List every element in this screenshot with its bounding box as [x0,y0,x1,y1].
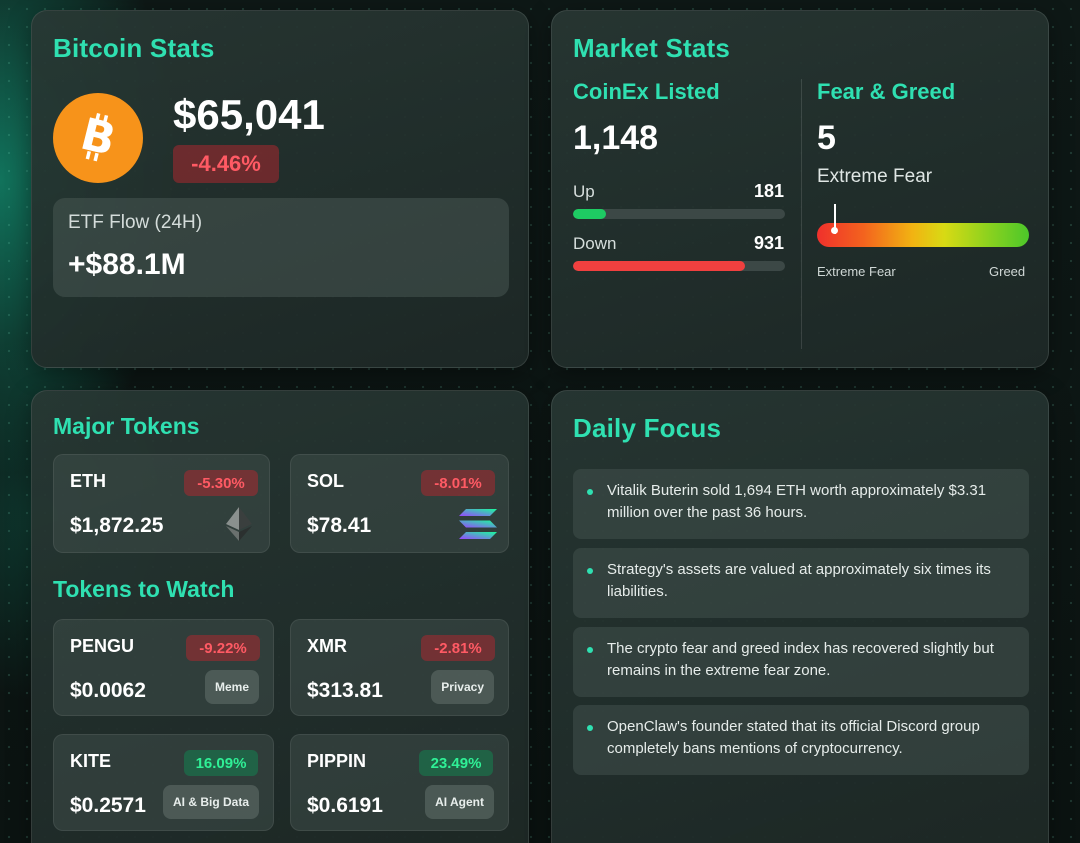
bitcoin-stats-card: Bitcoin Stats B $65,041 -4.46% ETF Flow … [31,10,529,368]
news-text: Vitalik Buterin sold 1,694 ETH worth app… [607,482,987,521]
token-category-tag: Meme [204,670,259,704]
news-item[interactable]: Vitalik Buterin sold 1,694 ETH worth app… [573,469,1029,539]
down-progress-track [573,261,785,271]
market-stats-card: Market Stats CoinEx Listed 1,148 Up 181 … [551,10,1049,368]
down-progress-fill [573,261,745,271]
market-stats-title: Market Stats [573,33,731,63]
token-card-sol[interactable]: SOL -8.01% $78.41 [290,454,509,553]
fear-greed-marker-dot [831,227,839,234]
coinex-listed-total: 1,148 [573,119,659,157]
coinex-listed-label: CoinEx Listed [573,79,720,104]
token-price: $0.0062 [70,679,146,702]
up-progress-track [573,209,785,219]
token-change-badge: -2.81% [421,635,495,661]
token-price: $313.81 [307,679,383,702]
tokens-card: Major Tokens ETH -5.30% $1,872.25 SOL -8… [31,390,529,843]
down-label: Down [573,234,617,253]
token-price: $1,872.25 [70,514,164,537]
news-item[interactable]: The crypto fear and greed index has reco… [573,627,1029,697]
up-progress-fill [573,209,607,219]
token-category-tag: AI & Big Data [162,785,259,819]
token-symbol: KITE [70,751,112,771]
bitcoin-icon: B [53,93,143,183]
bullet-dot [587,647,593,653]
token-change-badge: -8.01% [421,470,495,496]
token-price: $0.6191 [307,794,383,817]
bullet-dot [587,725,593,731]
token-category-tag: Privacy [431,670,494,704]
daily-focus-title: Daily Focus [573,413,722,443]
fear-greed-max-label: Greed [989,264,1026,279]
token-symbol: PIPPIN [307,751,367,771]
news-text: The crypto fear and greed index has reco… [607,640,994,679]
token-price: $78.41 [307,514,372,537]
token-symbol: XMR [307,636,347,656]
tokens-to-watch-title: Tokens to Watch [53,576,235,602]
token-change-badge: 16.09% [184,750,258,776]
fear-greed-label: Fear & Greed [817,79,956,104]
token-card-kite[interactable]: KITE 16.09% $0.2571 AI & Big Data [53,734,274,831]
bitcoin-stats-title: Bitcoin Stats [53,33,215,63]
etf-flow-value: +$88.1M [68,248,186,281]
etf-flow-label: ETF Flow (24H) [68,212,203,233]
token-card-eth[interactable]: ETH -5.30% $1,872.25 [53,454,270,553]
token-change-badge: -9.22% [186,635,260,661]
solana-icon [459,509,497,544]
major-tokens-title: Major Tokens [53,413,200,439]
bitcoin-change-badge: -4.46% [173,145,279,183]
token-change-badge: 23.49% [419,750,493,776]
token-change-badge: -5.30% [184,470,258,496]
up-value: 181 [753,181,784,201]
etf-flow-box: ETF Flow (24H) +$88.1M [53,198,509,297]
down-value: 931 [753,233,784,253]
daily-focus-card: Daily Focus Vitalik Buterin sold 1,694 E… [551,390,1049,843]
bitcoin-price: $65,041 [173,91,325,138]
fear-greed-status: Extreme Fear [817,166,933,187]
token-symbol: ETH [70,471,106,491]
token-symbol: PENGU [70,636,135,656]
token-symbol: SOL [307,471,345,491]
fear-greed-marker [833,204,836,234]
fear-greed-value: 5 [817,119,836,157]
bullet-dot [587,568,593,574]
token-price: $0.2571 [70,794,146,817]
bullet-dot [587,489,593,495]
token-card-xmr[interactable]: XMR -2.81% $313.81 Privacy [290,619,509,716]
fear-greed-gauge [817,223,1029,247]
news-item[interactable]: OpenClaw's founder stated that its offic… [573,705,1029,775]
ethereum-icon [226,507,252,546]
fear-greed-min-label: Extreme Fear [817,264,896,279]
news-text: OpenClaw's founder stated that its offic… [607,718,980,757]
token-card-pippin[interactable]: PIPPIN 23.49% $0.6191 AI Agent [290,734,509,831]
token-category-tag: AI Agent [425,785,494,819]
market-divider [801,79,802,349]
news-text: Strategy's assets are valued at approxim… [607,561,991,600]
token-card-pengu[interactable]: PENGU -9.22% $0.0062 Meme [53,619,274,716]
news-item[interactable]: Strategy's assets are valued at approxim… [573,548,1029,618]
up-label: Up [573,182,595,201]
